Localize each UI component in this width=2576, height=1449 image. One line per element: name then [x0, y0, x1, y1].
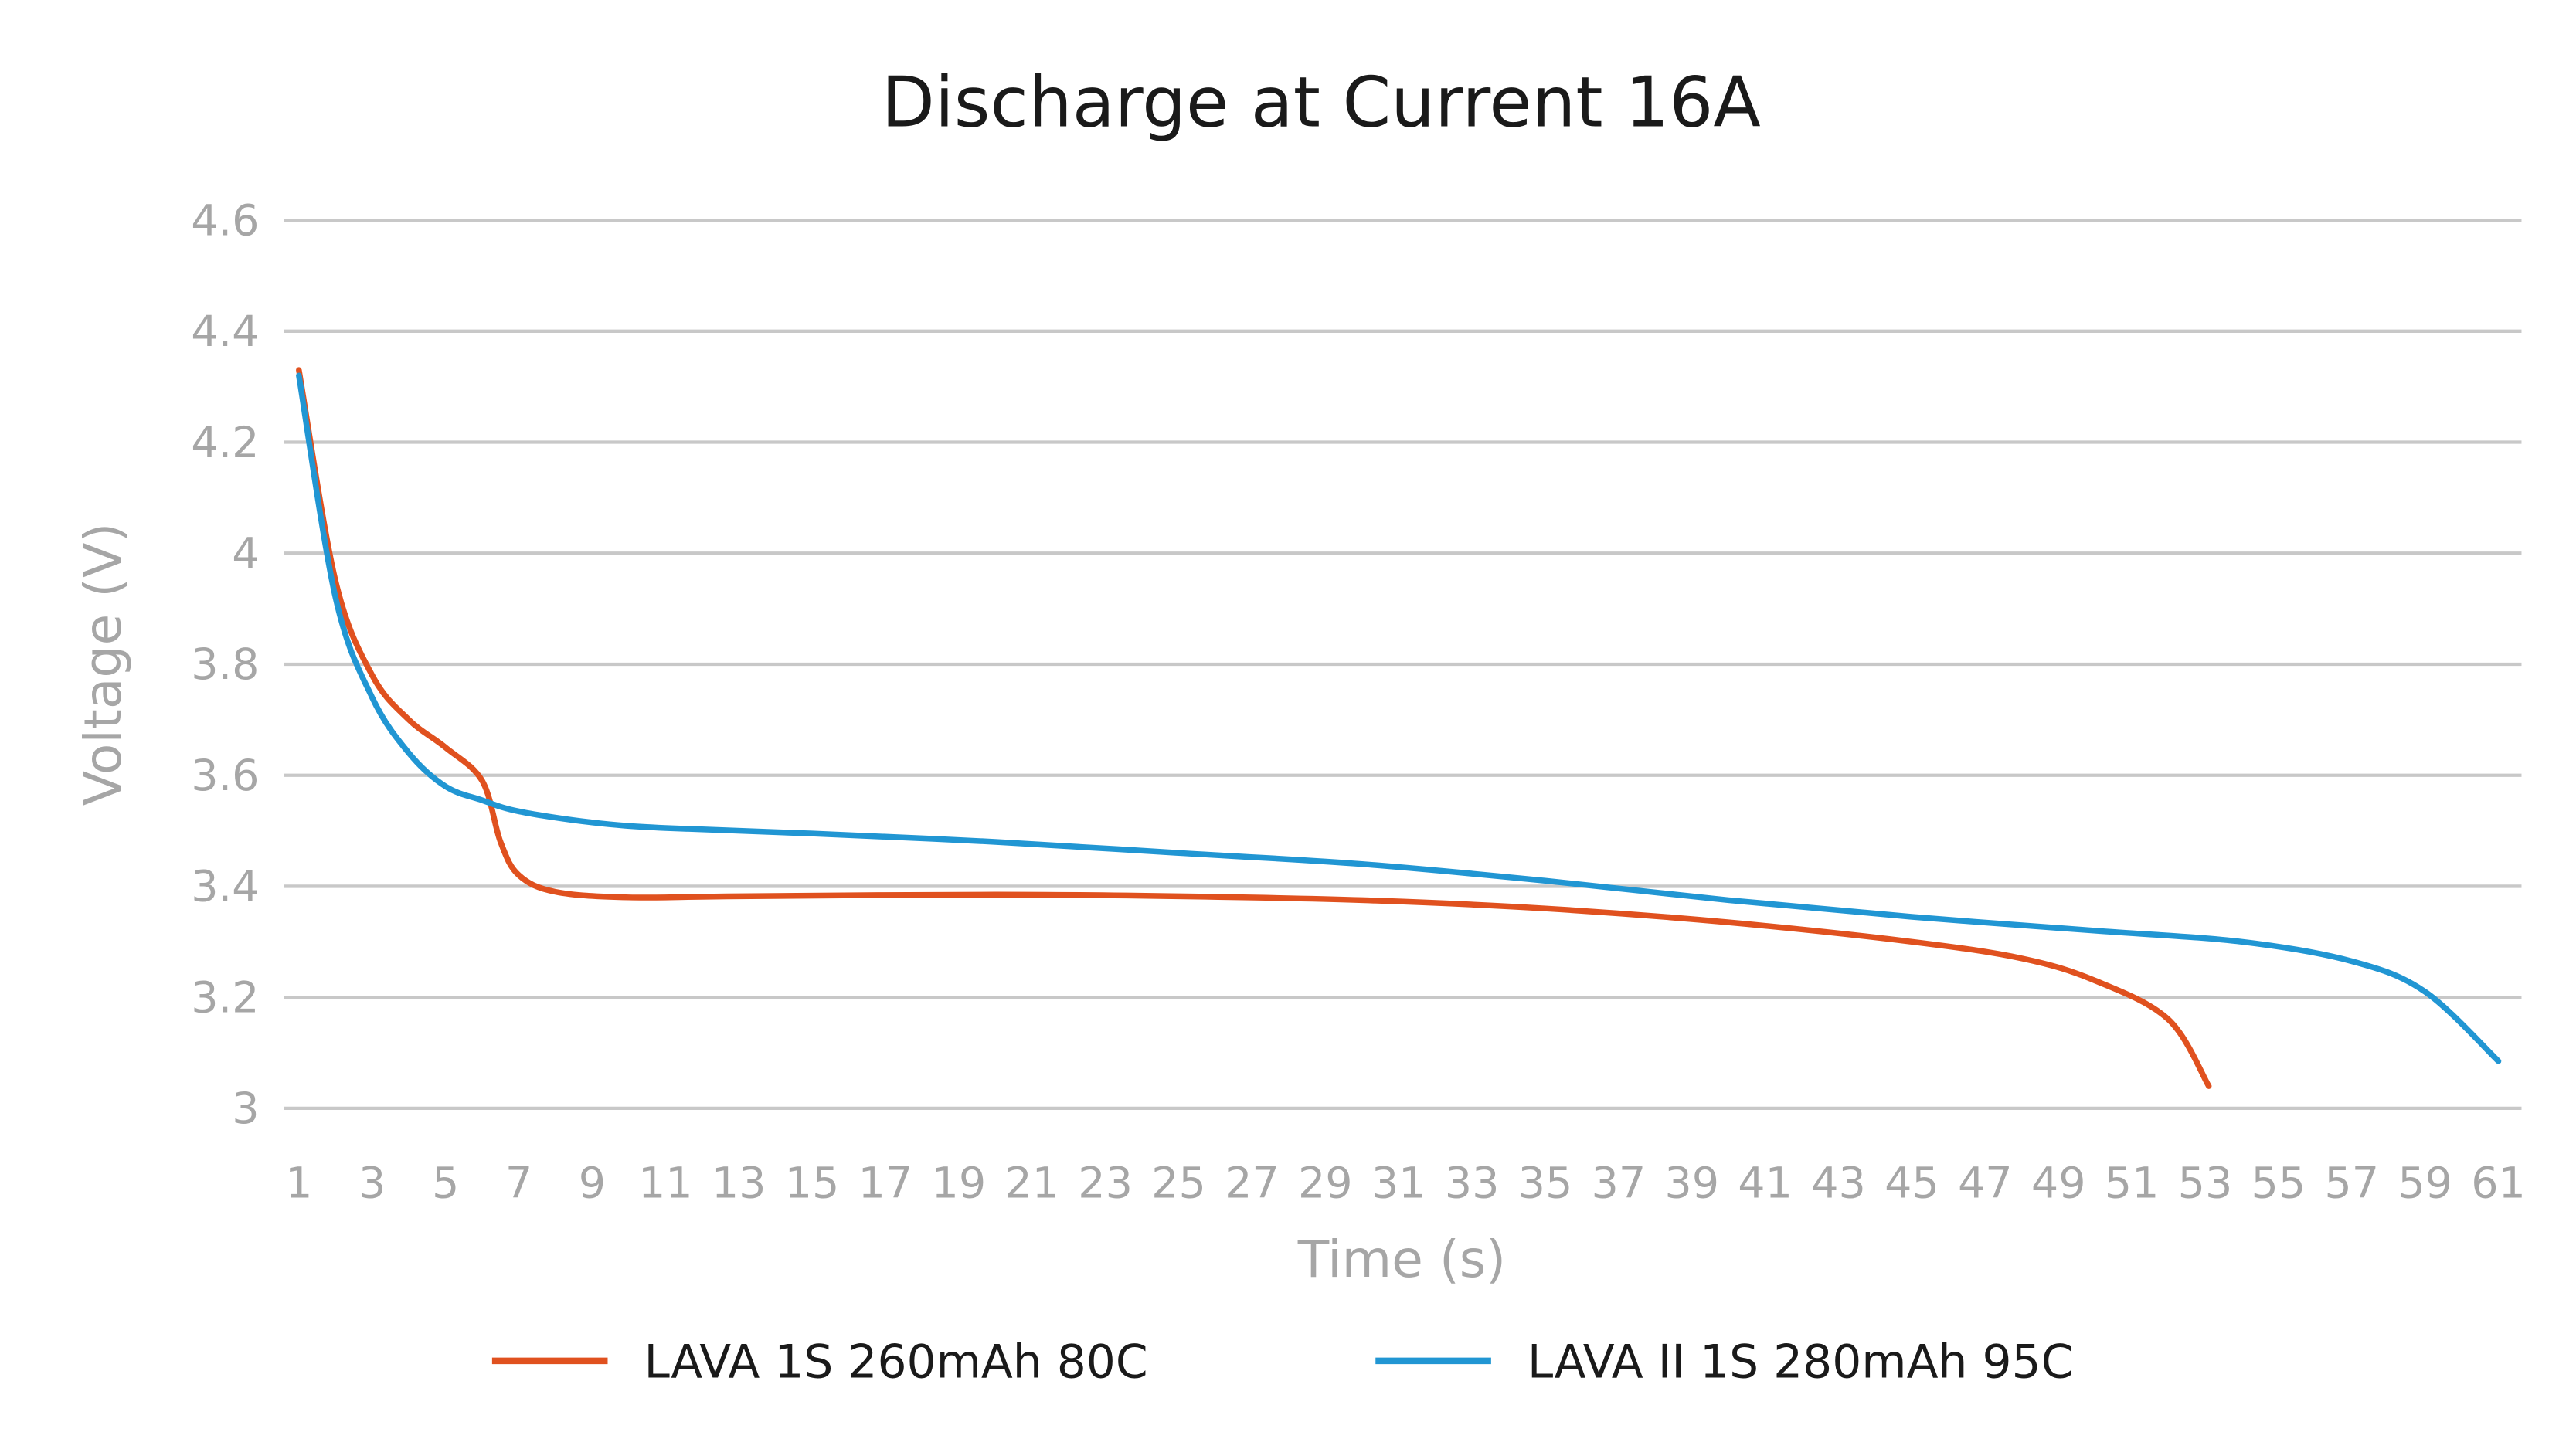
- y-axis-title: Voltage (V): [73, 523, 133, 806]
- x-tick-label: 31: [1371, 1158, 1426, 1208]
- x-tick-label: 27: [1225, 1158, 1280, 1208]
- x-tick-label: 5: [432, 1158, 459, 1208]
- x-tick-label: 21: [1004, 1158, 1059, 1208]
- x-tick-label: 61: [2471, 1158, 2526, 1208]
- x-tick-label: 41: [1738, 1158, 1793, 1208]
- y-tick-label: 3.4: [191, 862, 259, 912]
- x-tick-label: 17: [858, 1158, 913, 1208]
- y-tick-label: 3.6: [191, 751, 259, 801]
- x-tick-label: 37: [1592, 1158, 1647, 1208]
- x-tick-label: 7: [505, 1158, 532, 1208]
- x-tick-label: 53: [2178, 1158, 2233, 1208]
- y-tick-label: 4.2: [191, 418, 259, 468]
- x-tick-label: 55: [2251, 1158, 2306, 1208]
- x-tick-label: 3: [359, 1158, 386, 1208]
- y-tick-label: 3: [232, 1084, 259, 1134]
- x-tick-label: 11: [638, 1158, 693, 1208]
- y-axis-ticks: 3 3.2 3.4 3.6 3.8 4 4.2 4.4 4.6: [191, 195, 259, 1134]
- x-tick-label: 33: [1445, 1158, 1500, 1208]
- x-tick-label: 43: [1811, 1158, 1866, 1208]
- x-tick-label: 49: [2031, 1158, 2086, 1208]
- x-tick-label: 47: [1958, 1158, 2013, 1208]
- x-tick-label: 23: [1078, 1158, 1133, 1208]
- x-tick-label: 13: [712, 1158, 766, 1208]
- legend: LAVA 1S 260mAh 80C LAVA II 1S 280mAh 95C: [491, 1335, 2073, 1389]
- x-axis-title: Time (s): [1297, 1230, 1506, 1289]
- series-lines: [296, 367, 2502, 1089]
- series-line-0: [296, 367, 2212, 1089]
- chart-title: Discharge at Current 16A: [882, 63, 1761, 143]
- legend-label-lava-ii-1s: LAVA II 1S 280mAh 95C: [1528, 1335, 2073, 1389]
- x-tick-label: 35: [1518, 1158, 1573, 1208]
- y-tick-label: 3.8: [191, 640, 259, 690]
- x-tick-label: 51: [2105, 1158, 2160, 1208]
- x-tick-label: 15: [785, 1158, 840, 1208]
- x-tick-label: 57: [2324, 1158, 2379, 1208]
- y-tick-label: 4: [232, 529, 259, 579]
- y-tick-label: 4.4: [191, 307, 259, 357]
- x-tick-label: 45: [1884, 1158, 1939, 1208]
- y-tick-label: 3.2: [191, 972, 259, 1023]
- x-tick-label: 19: [932, 1158, 987, 1208]
- legend-label-lava-1s: LAVA 1S 260mAh 80C: [644, 1335, 1148, 1389]
- gridlines: [284, 218, 2522, 1111]
- x-tick-label: 9: [579, 1158, 606, 1208]
- x-tick-label: 25: [1151, 1158, 1206, 1208]
- x-axis-ticks: 1 3 5 7 9 11 13 15 17 19 21 23 25 27 29 31 33 35 37 39 41 43 4…: [285, 1158, 2526, 1208]
- x-tick-label: 39: [1664, 1158, 1719, 1208]
- series-line-1: [296, 372, 2502, 1064]
- x-tick-label: 1: [285, 1158, 312, 1208]
- y-tick-label: 4.6: [191, 195, 259, 246]
- x-tick-label: 29: [1298, 1158, 1353, 1208]
- x-tick-label: 59: [2398, 1158, 2452, 1208]
